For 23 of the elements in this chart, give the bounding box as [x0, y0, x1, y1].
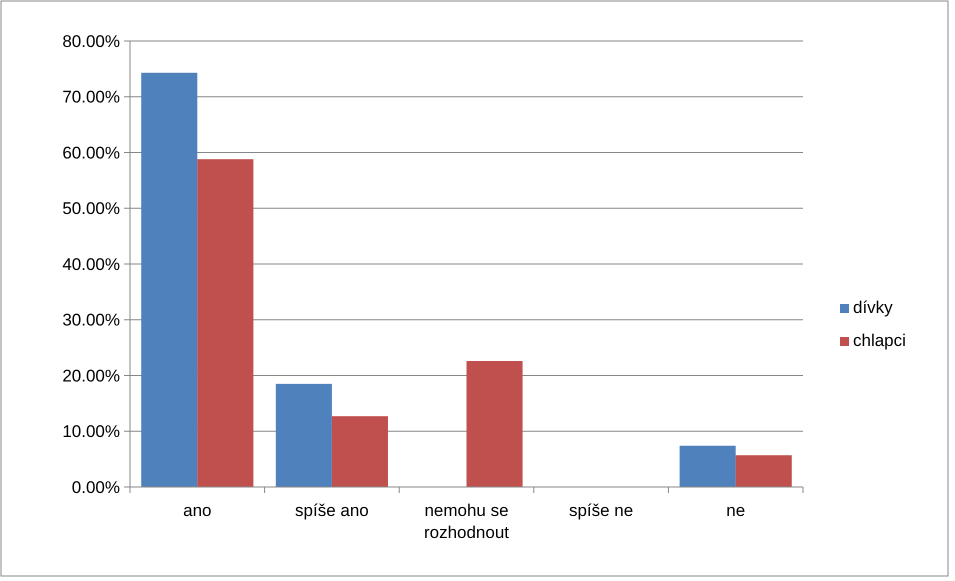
y-tick-label: 40.00%	[62, 254, 120, 274]
y-tick-label: 30.00%	[62, 310, 120, 330]
legend-label: dívky	[853, 298, 894, 317]
bar	[680, 446, 736, 487]
bar	[466, 361, 523, 487]
bar	[736, 455, 792, 487]
y-tick-label: 60.00%	[62, 143, 120, 162]
y-tick-label: 50.00%	[62, 199, 120, 218]
x-tick-label: ne	[726, 501, 746, 520]
x-tick-label: ano	[183, 501, 212, 520]
bar	[332, 416, 388, 487]
y-tick-label: 10.00%	[62, 422, 120, 442]
x-tick-label: spíše ne	[568, 501, 634, 520]
x-tick-label: nemohu se rozhodnout	[424, 501, 510, 542]
y-tick-label: 0.00%	[72, 478, 120, 497]
legend-label: chlapci	[853, 331, 906, 350]
x-tick-label: spíše ano	[295, 501, 369, 520]
bar	[141, 72, 198, 487]
bar	[276, 384, 332, 487]
y-tick-label: 80.00%	[62, 32, 120, 51]
y-tick-label: 70.00%	[62, 88, 120, 107]
bar	[197, 159, 254, 487]
y-tick-label: 20.00%	[62, 366, 120, 386]
